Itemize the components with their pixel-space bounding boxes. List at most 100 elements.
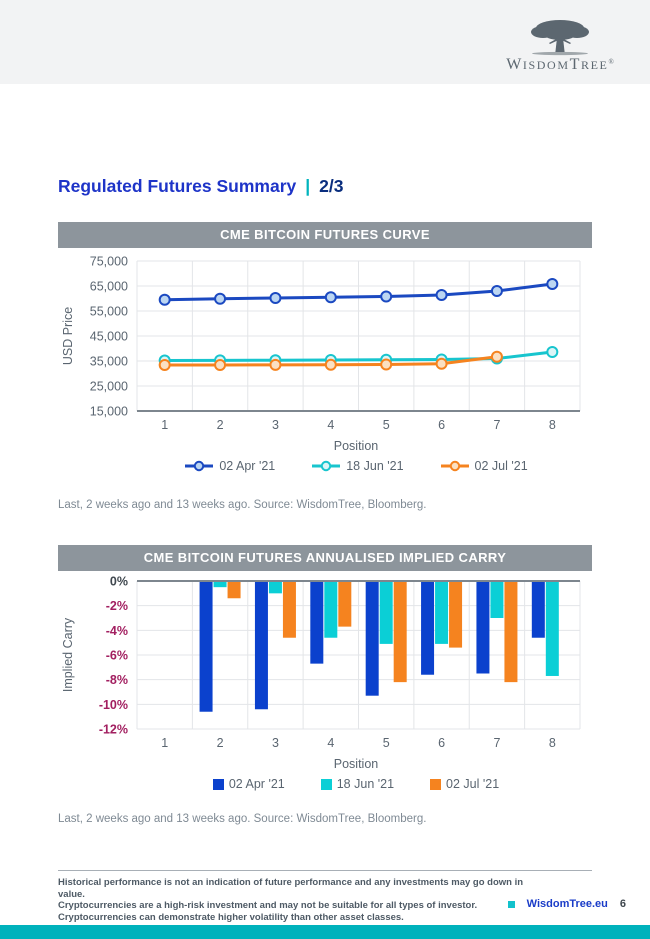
y-axis-title: USD Price bbox=[61, 307, 75, 365]
series-line bbox=[163, 282, 554, 302]
svg-text:-10%: -10% bbox=[99, 698, 128, 712]
legend-line-marker bbox=[185, 460, 214, 472]
wisdomtree-logo: WISDOMTREE® bbox=[480, 16, 640, 74]
data-point bbox=[214, 359, 227, 371]
legend-label: 02 Apr '21 bbox=[219, 459, 276, 473]
y-axis-title: Implied Carry bbox=[61, 617, 75, 692]
bar bbox=[449, 581, 463, 648]
svg-text:3: 3 bbox=[272, 418, 279, 432]
y-tick-labels: 75,000 65,000 55,000 45,000 35,000 25,000 15,0… bbox=[90, 255, 128, 419]
svg-text:3: 3 bbox=[272, 736, 279, 750]
legend-item: 18 Jun '21 bbox=[320, 777, 395, 791]
bar bbox=[199, 581, 213, 712]
bar bbox=[324, 581, 338, 638]
legend-line-marker bbox=[312, 460, 341, 472]
svg-text:1: 1 bbox=[161, 418, 168, 432]
bar bbox=[268, 581, 282, 594]
svg-text:-2%: -2% bbox=[106, 599, 128, 613]
data-point bbox=[158, 359, 171, 371]
data-point bbox=[324, 291, 337, 304]
svg-text:-8%: -8% bbox=[106, 673, 128, 687]
series-02-apr-21 bbox=[158, 278, 559, 306]
data-point bbox=[214, 292, 227, 305]
svg-text:-4%: -4% bbox=[106, 624, 128, 638]
title-separator: | bbox=[305, 176, 311, 196]
futures-curve-panel: CME BITCOIN FUTURES CURVE 75,000 65,000 55… bbox=[58, 222, 592, 473]
source-note-2: Last, 2 weeks ago and 13 weeks ago. Sour… bbox=[58, 813, 427, 825]
implied-carry-xlabel: Position bbox=[333, 757, 379, 771]
bar bbox=[476, 581, 490, 674]
svg-text:55,000: 55,000 bbox=[90, 305, 128, 319]
bar bbox=[435, 581, 449, 644]
data-point bbox=[158, 293, 171, 306]
x-tick-labels: 1 2 3 4 5 6 7 8 bbox=[161, 418, 556, 432]
svg-text:6: 6 bbox=[438, 418, 445, 432]
futures-curve-title: CME BITCOIN FUTURES CURVE bbox=[58, 222, 592, 248]
svg-text:-6%: -6% bbox=[106, 649, 128, 663]
bar bbox=[282, 581, 296, 638]
data-point bbox=[435, 357, 448, 370]
data-point bbox=[380, 358, 393, 371]
bottom-accent-bar bbox=[0, 925, 650, 939]
svg-text:2: 2 bbox=[217, 736, 224, 750]
website-link[interactable]: WisdomTree.eu bbox=[526, 898, 608, 910]
legend-label: 18 Jun '21 bbox=[336, 777, 395, 791]
legend-label: 18 Jun '21 bbox=[346, 459, 404, 473]
bar bbox=[504, 581, 518, 683]
y-tick-labels: 0% -2% -4% -6% -8% -10% -12% bbox=[99, 575, 128, 737]
teal-bullet-icon bbox=[507, 900, 515, 908]
data-point bbox=[546, 278, 559, 290]
page-number: 6 bbox=[619, 898, 626, 910]
implied-carry-panel: CME BITCOIN FUTURES ANNUALISED IMPLIED C… bbox=[58, 545, 592, 791]
bar bbox=[254, 581, 268, 710]
series-18-jun-21 bbox=[213, 581, 559, 676]
page-title: Regulated Futures Summary | 2/3 bbox=[58, 176, 343, 197]
legend-item: 02 Jul '21 bbox=[430, 777, 499, 791]
legend-label: 02 Jul '21 bbox=[446, 777, 500, 791]
series-02-apr-21 bbox=[199, 581, 545, 712]
legend-item: 02 Apr '21 bbox=[212, 777, 285, 791]
bar bbox=[393, 581, 407, 683]
disclaimer-line-3: Cryptocurrencies can demonstrate higher … bbox=[58, 911, 404, 923]
series-02-jul-21 bbox=[158, 350, 503, 371]
svg-text:-12%: -12% bbox=[99, 723, 128, 737]
svg-text:65,000: 65,000 bbox=[90, 280, 128, 294]
data-point bbox=[269, 358, 282, 371]
disclaimer: Historical performance is not an indicat… bbox=[58, 877, 528, 923]
legend-item: 02 Jul '21 bbox=[440, 459, 528, 473]
svg-text:25,000: 25,000 bbox=[90, 380, 128, 394]
svg-text:75,000: 75,000 bbox=[90, 255, 128, 269]
footer-divider bbox=[58, 870, 592, 871]
page-title-text: Regulated Futures Summary bbox=[58, 176, 297, 196]
tree-icon bbox=[531, 20, 589, 56]
legend-swatch bbox=[212, 778, 224, 790]
bar bbox=[338, 581, 352, 627]
legend-swatch bbox=[320, 778, 332, 790]
bar bbox=[227, 581, 241, 599]
bar bbox=[213, 581, 227, 588]
futures-curve-legend: 02 Apr '21 18 Jun '21 02 Jul '21 bbox=[58, 459, 592, 473]
legend-swatch bbox=[430, 778, 442, 790]
implied-carry-title: CME BITCOIN FUTURES ANNUALISED IMPLIED C… bbox=[58, 545, 592, 571]
legend-label: 02 Apr '21 bbox=[228, 777, 285, 791]
bar bbox=[531, 581, 545, 638]
bar bbox=[310, 581, 324, 664]
svg-text:35,000: 35,000 bbox=[90, 355, 128, 369]
svg-text:1: 1 bbox=[161, 736, 168, 750]
svg-text:45,000: 45,000 bbox=[90, 330, 128, 344]
brand-wordmark: WISDOMTREE® bbox=[506, 56, 614, 73]
implied-carry-chart: 0% -2% -4% -6% -8% -10% -12% Implied Carry 1 2 3 4 5… bbox=[61, 575, 581, 750]
page-indicator: 2/3 bbox=[319, 176, 344, 196]
implied-carry-legend: 02 Apr '21 18 Jun '21 02 Jul '21 bbox=[58, 777, 592, 791]
svg-text:7: 7 bbox=[493, 418, 500, 432]
legend-line-marker bbox=[440, 460, 469, 472]
legend-item: 02 Apr '21 bbox=[184, 459, 275, 473]
svg-text:15,000: 15,000 bbox=[90, 405, 128, 419]
data-point bbox=[380, 290, 393, 303]
legend-label: 02 Jul '21 bbox=[474, 459, 528, 473]
footer-right: WisdomTree.eu 6 bbox=[507, 898, 626, 910]
svg-text:5: 5 bbox=[383, 736, 390, 750]
disclaimer-line-1: Historical performance is not an indicat… bbox=[58, 877, 524, 900]
svg-text:6: 6 bbox=[438, 736, 445, 750]
svg-text:4: 4 bbox=[327, 736, 334, 750]
